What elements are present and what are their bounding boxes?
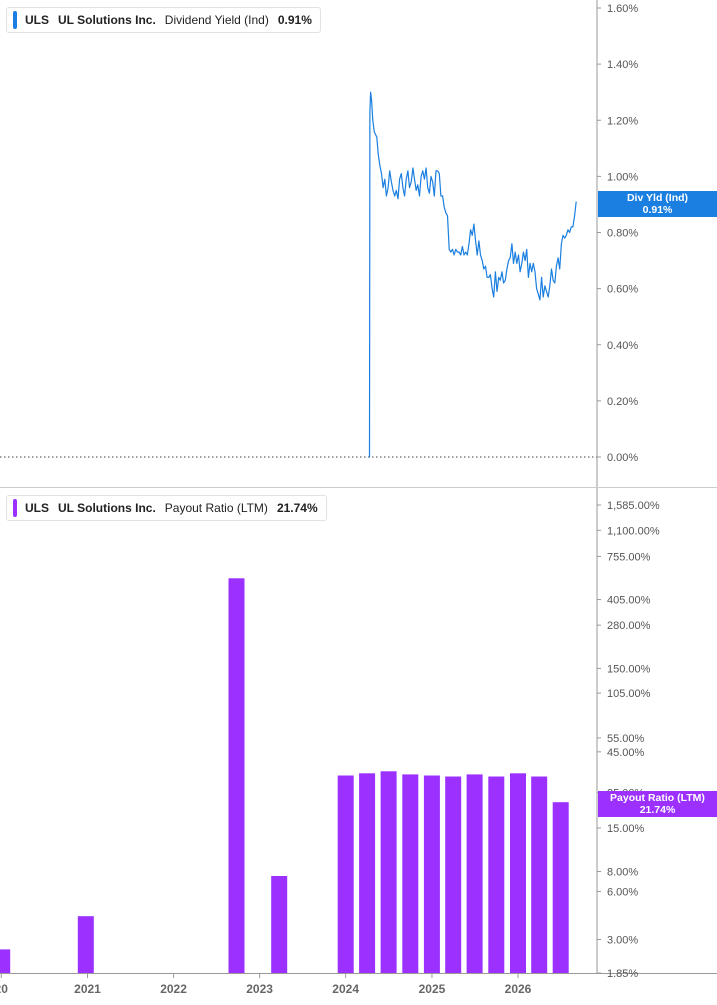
x-tick-label: 2023 [246, 982, 273, 996]
payout-bar[interactable] [337, 775, 354, 974]
payout-bar[interactable] [488, 776, 505, 974]
legend-metric: Dividend Yield (Ind) [164, 13, 269, 27]
y-tick-label: 1,100.00% [607, 525, 660, 537]
payout-bar[interactable] [445, 776, 462, 974]
y-tick-label: 1.00% [607, 171, 638, 183]
payout-ratio-last-value-tag: Payout Ratio (LTM) 21.74% [598, 791, 717, 817]
y-tick-label: 0.60% [607, 284, 638, 296]
legend-value: 21.74% [276, 501, 318, 515]
y-tick-label: 0.20% [607, 396, 638, 408]
legend-metric: Payout Ratio (LTM) [164, 501, 268, 515]
dividend-yield-line [368, 91, 577, 458]
payout-bar[interactable] [552, 802, 569, 973]
series-color-swatch [13, 11, 17, 29]
y-tick-label: 45.00% [607, 747, 645, 759]
x-tick-label: 2021 [74, 982, 101, 996]
payout-bar[interactable] [423, 775, 440, 974]
payout-bar[interactable] [466, 774, 483, 973]
tag-value: 0.91% [642, 204, 673, 216]
y-tick-label: 755.00% [607, 551, 651, 563]
y-tick-label: 0.40% [607, 340, 638, 352]
y-tick-label: 405.00% [607, 595, 651, 607]
y-tick-label: 1.20% [607, 115, 638, 127]
payout-bar[interactable] [402, 774, 419, 973]
x-tick-label: 2024 [332, 982, 359, 996]
y-tick-label: 3.00% [607, 934, 638, 946]
y-tick-label: 0.80% [607, 228, 638, 240]
payout-ratio-bars [0, 578, 569, 973]
legend-company: UL Solutions Inc. [58, 13, 156, 27]
payout-bar[interactable] [228, 578, 245, 973]
x-axis: 20 2021 2022 2023 2024 2025 2026 [0, 973, 532, 996]
y-tick-label: 105.00% [607, 688, 651, 700]
payout-bar[interactable] [271, 876, 288, 973]
y-tick-label: 8.00% [607, 867, 638, 879]
legend-company: UL Solutions Inc. [58, 501, 156, 515]
legend-value: 0.91% [277, 13, 312, 27]
y-tick-label: 55.00% [607, 733, 645, 745]
payout-bar[interactable] [510, 773, 526, 973]
y-tick-label: 1,585.00% [607, 500, 660, 512]
y-tick-label: 0.00% [607, 452, 638, 464]
x-tick-label: 2026 [505, 982, 532, 996]
y-tick-label: 1.60% [607, 3, 638, 15]
legend-ticker: ULS [25, 501, 49, 515]
dividend-yield-last-value-tag: Div Yld (Ind) 0.91% [598, 191, 717, 217]
payout-ratio-y-axis: 1,585.00% 1,100.00% 755.00% 405.00% 280.00% 1… [597, 500, 660, 980]
legend-ticker: ULS [25, 13, 49, 27]
x-tick-label: 2022 [160, 982, 187, 996]
y-tick-label: 150.00% [607, 663, 651, 675]
tag-value: 21.74% [639, 804, 676, 816]
y-tick-label: 1.85% [607, 968, 638, 980]
payout-bar[interactable] [380, 771, 397, 973]
payout-bar[interactable] [77, 916, 94, 973]
y-tick-label: 1.40% [607, 59, 638, 71]
y-tick-label: 280.00% [607, 620, 651, 632]
payout-bar[interactable] [0, 949, 11, 973]
dividend-yield-y-axis: 1.60% 1.40% 1.20% 1.00% 0.80% 0.60% 0.40% 0.20%… [597, 3, 638, 464]
payout-bar[interactable] [531, 776, 548, 974]
payout-ratio-legend[interactable]: ULS UL Solutions Inc. Payout Ratio (LTM)… [6, 495, 327, 521]
series-color-swatch [13, 499, 17, 517]
y-tick-label: 6.00% [607, 886, 638, 898]
payout-bar[interactable] [359, 773, 376, 973]
tag-label: Div Yld (Ind) [626, 192, 689, 204]
x-tick-label: 20 [0, 982, 8, 996]
tag-label: Payout Ratio (LTM) [610, 792, 705, 804]
x-tick-label: 2025 [419, 982, 446, 996]
y-tick-label: 15.00% [607, 823, 645, 835]
dividend-yield-legend[interactable]: ULS UL Solutions Inc. Dividend Yield (In… [6, 7, 321, 33]
